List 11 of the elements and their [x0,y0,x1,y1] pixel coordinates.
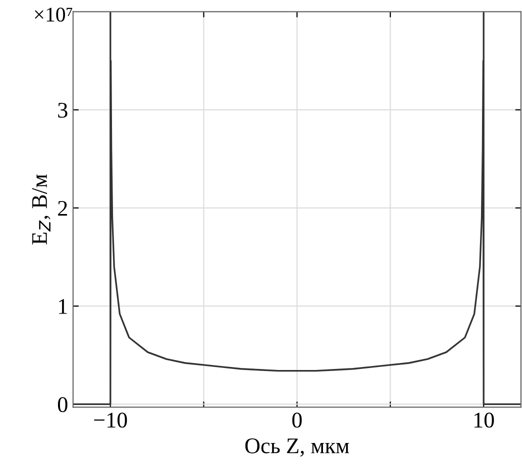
x-tick-label: 0 [292,412,302,428]
x-tick-label: −10 [94,412,127,428]
y-tick-label: 0 [58,397,68,412]
x-tick-label: 10 [474,412,494,428]
x-axis-title: Ось Z, мкм [245,438,350,457]
y-tick-label: 2 [58,200,67,216]
y-tick-label: 3 [58,102,68,118]
y-tick-label: 1 [59,299,67,314]
text: ×10⁷ [34,8,72,22]
line-series [73,12,521,406]
y-axis-title: E$_{Z}$, В/м [32,174,50,244]
